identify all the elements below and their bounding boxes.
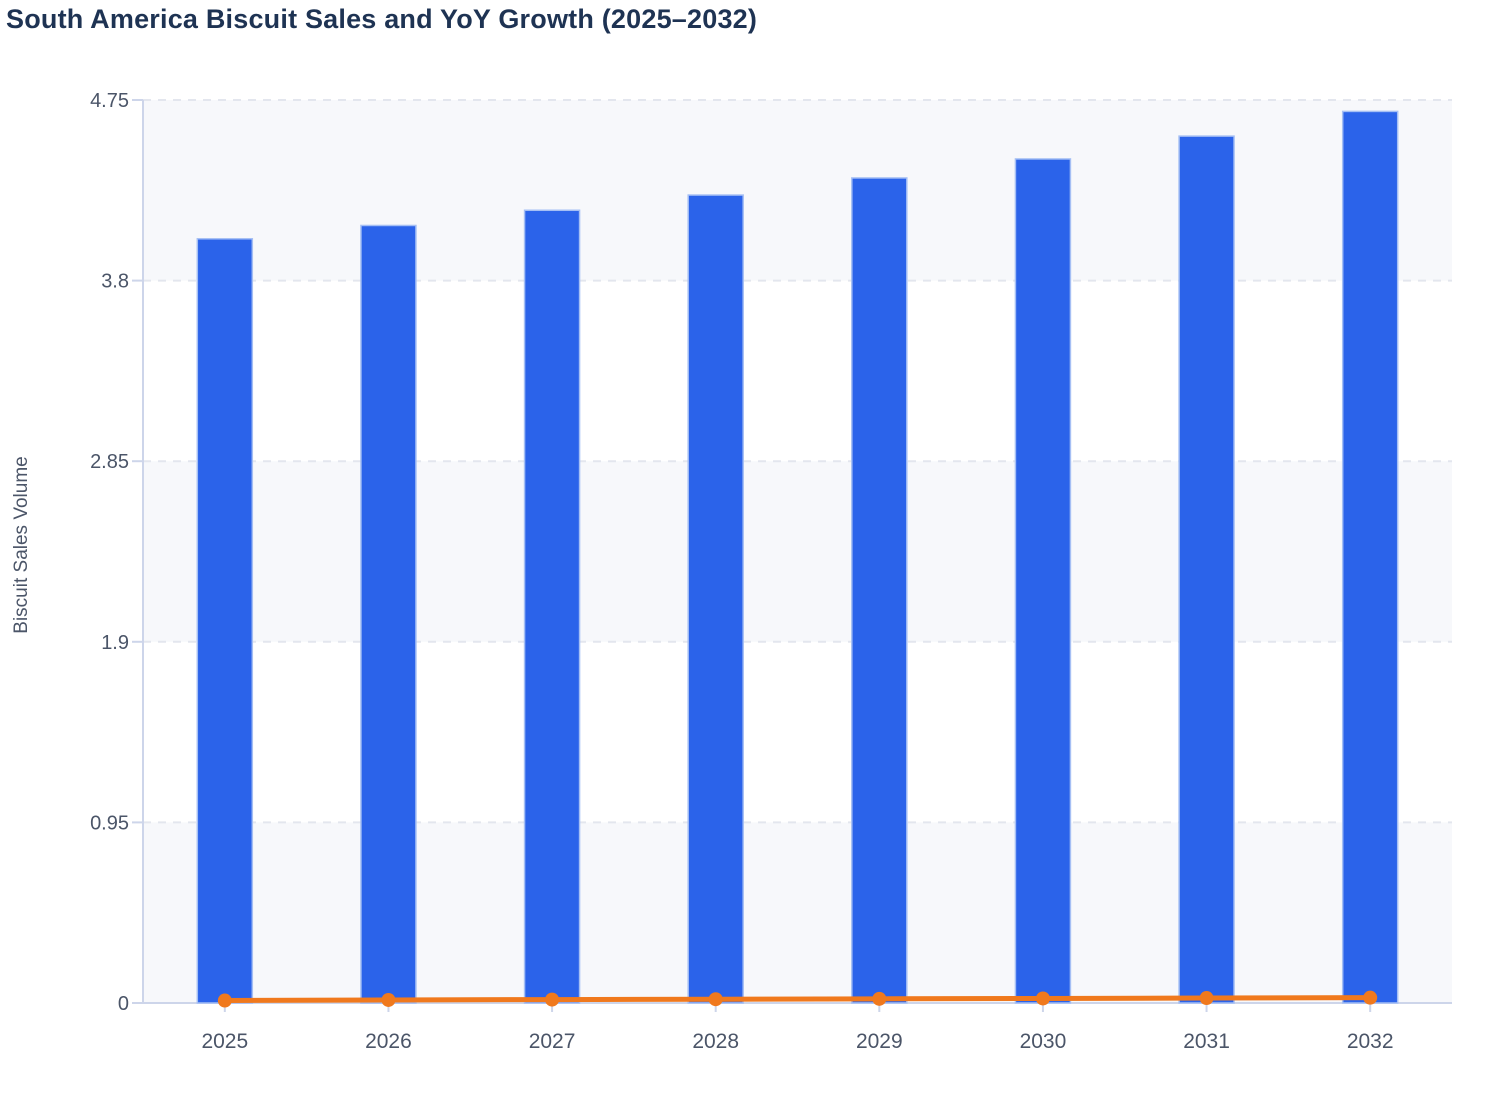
growth-line — [222, 995, 1373, 1004]
bar-2026 — [360, 224, 417, 1004]
x-tick-label-2030: 2030 — [1020, 1030, 1067, 1053]
growth-point-2027 — [545, 992, 560, 1007]
x-tick-label-2026: 2026 — [365, 1030, 412, 1053]
x-tick-label-2029: 2029 — [856, 1030, 903, 1053]
y-tick-label: 3.8 — [101, 271, 129, 293]
growth-point-2026 — [381, 992, 396, 1007]
y-tick-label: 0.95 — [90, 812, 129, 834]
y-tick-label: 1.9 — [101, 632, 129, 654]
bar-2027 — [523, 209, 581, 1004]
x-tick-label-2031: 2031 — [1183, 1030, 1230, 1053]
plot-band — [143, 100, 1452, 281]
y-tick-label: 0 — [118, 993, 129, 1015]
bar-2030 — [1014, 158, 1072, 1004]
growth-point-2025 — [217, 993, 232, 1008]
plot-band — [143, 461, 1452, 642]
growth-point-2032 — [1363, 990, 1378, 1005]
bar-2032 — [1341, 110, 1399, 1004]
x-tick-label-2032: 2032 — [1347, 1030, 1394, 1053]
x-tick-label-2025: 2025 — [201, 1030, 248, 1053]
x-tick-label-2027: 2027 — [529, 1030, 576, 1053]
growth-point-2031 — [1199, 991, 1214, 1006]
chart-title: South America Biscuit Sales and YoY Grow… — [6, 4, 758, 34]
y-axis-title: Biscuit Sales Volume — [11, 456, 32, 634]
bar-2025 — [196, 238, 254, 1004]
x-tick-label-2028: 2028 — [692, 1030, 739, 1053]
growth-point-2030 — [1035, 991, 1050, 1006]
growth-point-2028 — [708, 992, 723, 1007]
bar-2031 — [1178, 135, 1235, 1004]
bar-2029 — [851, 177, 908, 1004]
y-tick-label: 4.75 — [90, 90, 129, 112]
y-tick-label: 2.85 — [90, 451, 129, 473]
bar-2028 — [687, 194, 744, 1004]
growth-point-2029 — [872, 991, 887, 1006]
plot-band — [143, 822, 1452, 1003]
